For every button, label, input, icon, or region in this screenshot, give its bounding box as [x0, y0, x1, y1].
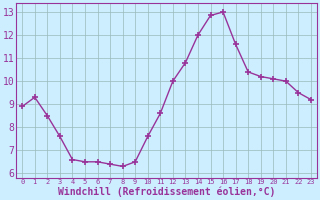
- X-axis label: Windchill (Refroidissement éolien,°C): Windchill (Refroidissement éolien,°C): [58, 187, 275, 197]
